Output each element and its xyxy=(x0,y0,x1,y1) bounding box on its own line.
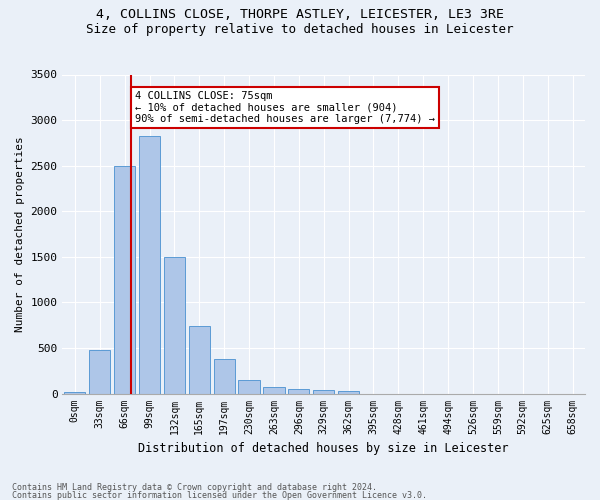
Text: Contains public sector information licensed under the Open Government Licence v3: Contains public sector information licen… xyxy=(12,490,427,500)
Text: 4 COLLINS CLOSE: 75sqm
← 10% of detached houses are smaller (904)
90% of semi-de: 4 COLLINS CLOSE: 75sqm ← 10% of detached… xyxy=(135,91,435,124)
Bar xyxy=(189,326,210,394)
Text: Size of property relative to detached houses in Leicester: Size of property relative to detached ho… xyxy=(86,22,514,36)
Bar xyxy=(164,257,185,394)
Text: 4, COLLINS CLOSE, THORPE ASTLEY, LEICESTER, LE3 3RE: 4, COLLINS CLOSE, THORPE ASTLEY, LEICEST… xyxy=(96,8,504,20)
Bar xyxy=(338,391,359,394)
Bar xyxy=(313,390,334,394)
Text: Contains HM Land Registry data © Crown copyright and database right 2024.: Contains HM Land Registry data © Crown c… xyxy=(12,484,377,492)
Bar xyxy=(64,392,85,394)
Bar xyxy=(263,387,284,394)
Bar xyxy=(288,389,310,394)
Bar xyxy=(114,166,135,394)
Y-axis label: Number of detached properties: Number of detached properties xyxy=(15,136,25,332)
Bar xyxy=(139,136,160,394)
Bar xyxy=(238,380,260,394)
Bar xyxy=(89,350,110,394)
X-axis label: Distribution of detached houses by size in Leicester: Distribution of detached houses by size … xyxy=(139,442,509,455)
Bar xyxy=(214,359,235,394)
